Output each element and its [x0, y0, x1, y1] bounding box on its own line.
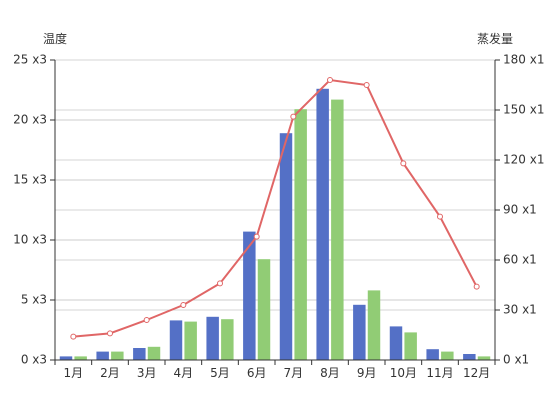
- bar-1-11: [426, 349, 439, 360]
- bar-2-2: [111, 351, 124, 360]
- line-point-3: [143, 317, 150, 323]
- bar-2-8: [331, 99, 344, 360]
- axes: [50, 59, 500, 365]
- line-point-11: [437, 213, 443, 220]
- bar-1-1: [59, 356, 73, 360]
- bar-2-3: [147, 346, 161, 360]
- bar-2-12: [477, 356, 491, 360]
- x-tick-label: 9月: [357, 366, 377, 380]
- line-point-2: [107, 330, 113, 337]
- line-point-5: [217, 280, 223, 287]
- bar-1-3: [133, 348, 146, 360]
- bar-2-9: [367, 290, 381, 360]
- y-right-tick-label: 60 x1: [503, 253, 537, 267]
- y-left-tick-label: 10 x3: [13, 233, 47, 247]
- bar-2-1: [74, 356, 87, 360]
- x-tick-label: 2月: [100, 366, 120, 380]
- bar-2-11: [441, 351, 454, 360]
- x-tick-label: 8月: [320, 366, 340, 380]
- line-series-path: [73, 78, 478, 338]
- x-tick-label: 6月: [247, 366, 267, 380]
- line-point-7: [290, 113, 297, 120]
- line-point-12: [473, 283, 480, 290]
- bar-1-8: [316, 88, 329, 361]
- y-left-tick-label: 20 x3: [13, 113, 47, 127]
- x-tick-label: 10月: [390, 366, 417, 380]
- bar-1-7: [279, 133, 293, 360]
- x-tick-label: 3月: [137, 366, 157, 380]
- bar-2-4: [184, 321, 197, 360]
- bar-1-9: [353, 304, 366, 360]
- y-left-tick-label: 25 x3: [13, 53, 47, 67]
- grid-lines: [55, 59, 495, 311]
- x-tick-label: 11月: [426, 366, 453, 380]
- bar-1-6: [243, 231, 256, 360]
- x-tick-label: 7月: [284, 366, 304, 380]
- bar-1-4: [169, 320, 183, 360]
- x-tick-label: 5月: [210, 366, 230, 380]
- bar-2-10: [404, 332, 417, 360]
- y-right-tick-label: 180 x1: [503, 53, 544, 67]
- y-left-tick-label: 0 x3: [21, 353, 47, 367]
- line-point-10: [400, 160, 407, 167]
- bar-1-12: [463, 354, 476, 360]
- y-left-tick-label: 5 x3: [21, 293, 47, 307]
- line-point-6: [253, 233, 260, 240]
- line-point-8: [327, 77, 333, 83]
- y-axis-right-title: 蒸发量: [477, 31, 513, 46]
- bar-2-7: [294, 109, 307, 360]
- line-point-9: [363, 82, 370, 88]
- bar-series-group: [59, 88, 491, 361]
- y-right-tick-label: 120 x1: [503, 153, 544, 167]
- bar-1-2: [96, 351, 109, 360]
- line-point-1: [70, 333, 77, 340]
- y-right-tick-label: 90 x1: [503, 203, 537, 217]
- x-tick-label: 1月: [64, 366, 84, 380]
- bar-2-6: [257, 259, 271, 360]
- bar-1-10: [389, 326, 403, 360]
- y-axis-left-title: 温度: [43, 31, 67, 46]
- y-right-tick-label: 30 x1: [503, 303, 537, 317]
- x-tick-label: 12月: [463, 366, 490, 380]
- x-tick-label: 4月: [174, 366, 194, 380]
- y-left-tick-label: 15 x3: [13, 173, 47, 187]
- bar-2-5: [221, 319, 234, 360]
- y-right-tick-label: 150 x1: [503, 103, 544, 117]
- bar-1-5: [206, 316, 219, 360]
- tick-labels: 0 x3 5 x3 10 x3 15 x3 20 x3 25 x3 0 x1 30 x1 60 …: [13, 53, 544, 380]
- line-point-4: [180, 302, 187, 308]
- y-right-tick-label: 0 x1: [503, 353, 529, 367]
- line-series-group: [70, 77, 480, 340]
